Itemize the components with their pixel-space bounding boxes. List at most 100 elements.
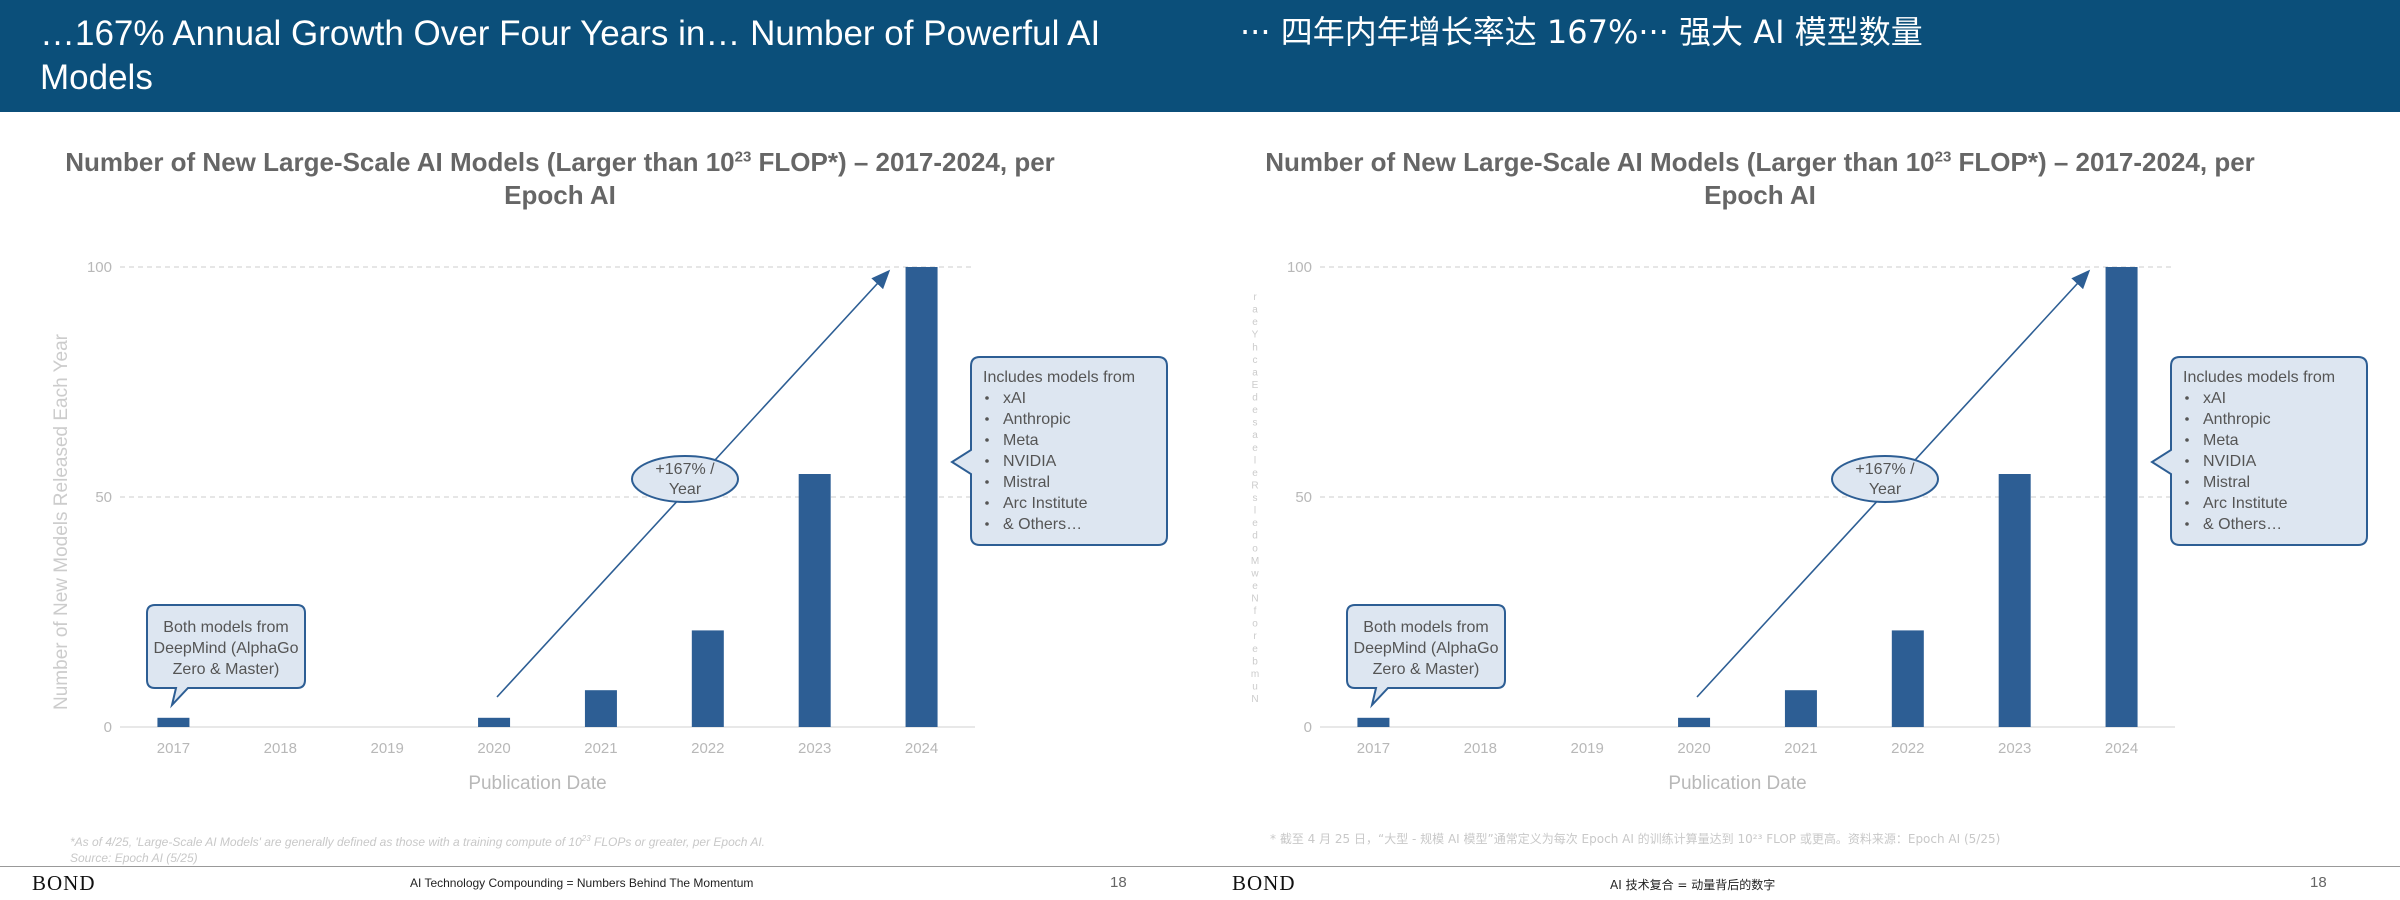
y-axis-title-char: s — [1253, 418, 1258, 429]
y-axis-title-char: r — [1253, 631, 1257, 642]
bullet — [2185, 438, 2189, 442]
bullet — [985, 438, 989, 442]
callout-company-item: Anthropic — [1003, 411, 1071, 428]
bullet — [2185, 501, 2189, 505]
y-tick-label: 100 — [1287, 259, 1312, 276]
bar — [1998, 474, 2031, 727]
y-tick-label: 100 — [87, 259, 112, 276]
footnote-line: *As of 4/25, 'Large-Scale AI Models' are… — [70, 834, 765, 849]
y-axis-title-char: N — [1251, 694, 1258, 705]
callout-deepmind-text: Zero & Master) — [173, 661, 280, 678]
callout-deepmind — [1346, 604, 1506, 709]
y-axis-title-char: e — [1252, 644, 1258, 655]
exponent: 23 — [734, 148, 752, 165]
bullet — [2185, 480, 2189, 484]
y-axis-title-char: e — [1252, 317, 1258, 328]
bullet — [985, 480, 989, 484]
callout-company-item: xAI — [2203, 390, 2226, 407]
bar — [157, 717, 190, 727]
y-axis-title-char: b — [1252, 656, 1258, 667]
bullet — [2185, 417, 2189, 421]
bullet — [985, 522, 989, 526]
callout-companies — [2150, 356, 2368, 546]
y-axis-title-char: c — [1253, 355, 1258, 366]
chart-title: Number of New Large-Scale AI Models (Lar… — [1265, 146, 2255, 210]
growth-label: Year — [669, 481, 702, 498]
x-tick-label: 2019 — [1571, 740, 1604, 757]
y-axis-title-char: d — [1252, 531, 1258, 542]
footer-divider — [0, 866, 2400, 867]
callout-company-item: NVIDIA — [2203, 453, 2257, 470]
bar — [584, 690, 617, 727]
x-tick-label: 2024 — [2105, 740, 2138, 757]
callout-company-item: xAI — [1003, 390, 1026, 407]
growth-label: Year — [1869, 481, 1902, 498]
y-axis-title-char: E — [1252, 380, 1259, 391]
chart-title: Number of New Large-Scale AI Models (Lar… — [65, 146, 1055, 210]
bullet — [985, 459, 989, 463]
x-tick-label: 2020 — [1677, 740, 1710, 757]
callout-company-item: & Others… — [1003, 516, 1082, 533]
y-axis-title-char: d — [1252, 393, 1258, 404]
x-tick-label: 2018 — [264, 740, 297, 757]
bar — [1678, 717, 1711, 727]
bond-logo: BOND — [32, 871, 96, 895]
callout-company-item: Meta — [2203, 432, 2239, 449]
bond-logo: BOND — [1232, 871, 1296, 895]
exponent: 23 — [581, 834, 591, 843]
bar — [798, 474, 831, 727]
bar — [905, 267, 938, 727]
x-axis-title: Publication Date — [468, 773, 606, 794]
y-axis-title-char: m — [1251, 669, 1259, 680]
bullet — [2185, 522, 2189, 526]
x-tick-label: 2021 — [584, 740, 617, 757]
callout-companies-title: Includes models from — [983, 369, 1135, 386]
y-axis-title: Number of New Models Released Each Year — [51, 333, 72, 710]
callout-deepmind-text: Both models from — [163, 619, 288, 636]
page-title-chinese: ··· 四年内年增长率达 167%··· 强大 AI 模型数量 — [1240, 13, 1923, 51]
callout-deepmind-text: DeepMind (AlphaGo — [154, 640, 299, 657]
bar — [1891, 630, 1924, 727]
callout-company-item: NVIDIA — [1003, 453, 1057, 470]
bullet — [2185, 396, 2189, 400]
chart-panel-english: Number of New Large-Scale AI Models (Lar… — [0, 112, 1200, 872]
source-line: Source: Epoch AI (5/25) — [70, 851, 198, 865]
x-tick-label: 2023 — [798, 740, 831, 757]
y-axis-title-char: o — [1252, 619, 1258, 630]
bullet — [985, 501, 989, 505]
y-axis-title-char: u — [1252, 681, 1258, 692]
y-axis-title-char: o — [1252, 543, 1258, 554]
x-tick-label: 2024 — [905, 740, 938, 757]
growth-label-ellipse — [1831, 455, 1939, 503]
bar-chart: 0 50 100 2017 2018 2019 2020 2021 2022 2023 2024 Pu… — [1250, 259, 2368, 794]
y-axis-title-char: a — [1252, 430, 1258, 441]
y-axis-title-char: l — [1254, 455, 1256, 466]
callout-company-item: Mistral — [1003, 474, 1050, 491]
bullet — [2185, 459, 2189, 463]
y-tick-label: 50 — [1295, 489, 1312, 506]
x-tick-label: 2023 — [1998, 740, 2031, 757]
x-tick-label: 2018 — [1464, 740, 1497, 757]
page-number: 18 — [1110, 874, 1127, 891]
y-tick-label: 0 — [1304, 719, 1312, 736]
bar — [691, 630, 724, 727]
y-axis-title-char: h — [1252, 342, 1258, 353]
exponent: 23 — [1934, 148, 1952, 165]
footer-text: AI 技术复合 = 动量背后的数字 — [1610, 878, 1776, 892]
bar — [1357, 717, 1390, 727]
x-tick-label: 2021 — [1784, 740, 1817, 757]
y-axis-title-char: a — [1252, 305, 1258, 316]
footnote: * 截至 4 月 25 日，“大型 - 规模 AI 模型”通常定义为每次 Epo… — [1270, 832, 2001, 846]
growth-label: +167% / — [1855, 461, 1915, 478]
x-tick-label: 2022 — [1891, 740, 1924, 757]
bullet — [985, 396, 989, 400]
x-tick-label: 2019 — [371, 740, 404, 757]
y-axis-title-char: e — [1252, 518, 1258, 529]
y-tick-label: 0 — [104, 719, 112, 736]
x-tick-label: 2017 — [1357, 740, 1390, 757]
callout-company-item: Arc Institute — [2203, 495, 2288, 512]
callout-deepmind-text: Both models from — [1363, 619, 1488, 636]
y-axis-title-char: e — [1252, 468, 1258, 479]
growth-label-ellipse — [631, 455, 739, 503]
bullet — [985, 417, 989, 421]
